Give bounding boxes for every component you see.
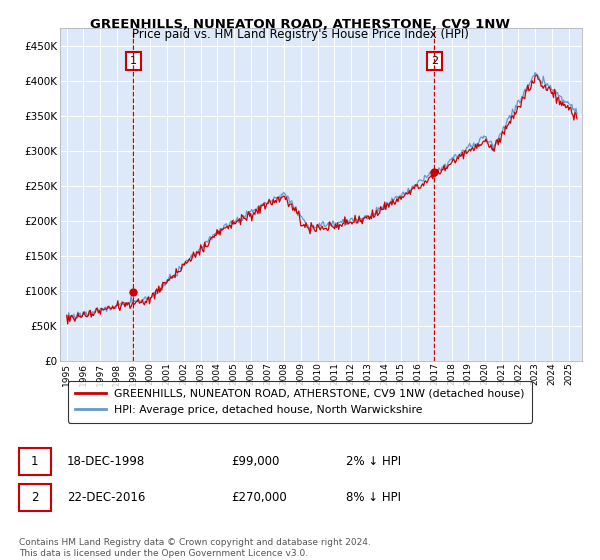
Text: 1: 1 [130, 57, 137, 66]
Text: 2: 2 [31, 491, 38, 504]
Text: GREENHILLS, NUNEATON ROAD, ATHERSTONE, CV9 1NW: GREENHILLS, NUNEATON ROAD, ATHERSTONE, C… [90, 18, 510, 31]
Text: 22-DEC-2016: 22-DEC-2016 [67, 491, 145, 504]
Text: 1: 1 [31, 455, 38, 468]
Text: Contains HM Land Registry data © Crown copyright and database right 2024.
This d: Contains HM Land Registry data © Crown c… [19, 538, 371, 558]
Legend: GREENHILLS, NUNEATON ROAD, ATHERSTONE, CV9 1NW (detached house), HPI: Average pr: GREENHILLS, NUNEATON ROAD, ATHERSTONE, C… [68, 381, 532, 423]
Text: Price paid vs. HM Land Registry's House Price Index (HPI): Price paid vs. HM Land Registry's House … [131, 28, 469, 41]
Bar [19, 484, 50, 511]
Text: 8% ↓ HPI: 8% ↓ HPI [346, 491, 401, 504]
Text: £99,000: £99,000 [231, 455, 279, 468]
Text: 18-DEC-1998: 18-DEC-1998 [67, 455, 145, 468]
Text: 2% ↓ HPI: 2% ↓ HPI [346, 455, 401, 468]
Text: £270,000: £270,000 [231, 491, 287, 504]
Bar [19, 448, 50, 474]
Text: 2: 2 [431, 57, 438, 66]
